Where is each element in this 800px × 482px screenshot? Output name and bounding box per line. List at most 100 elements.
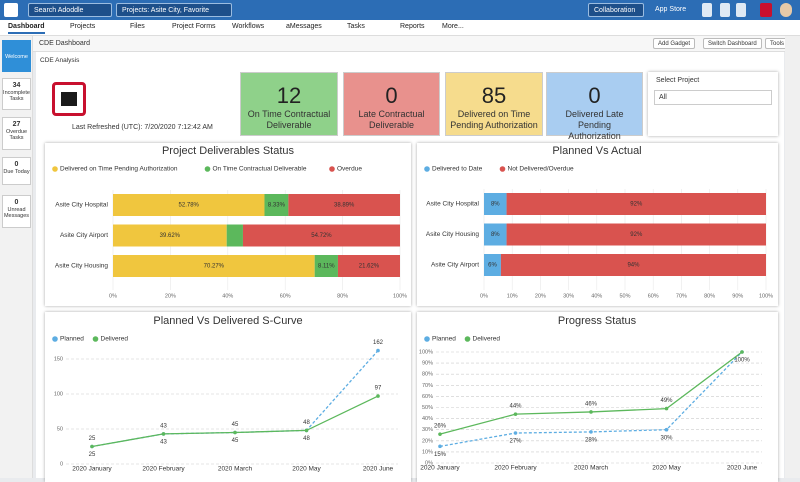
y-tick-label: 40% xyxy=(422,416,433,422)
bar-segment xyxy=(113,194,265,216)
data-label: 100% xyxy=(734,358,750,364)
nav-bar: Dashboard Projects Files Project Forms Workf… xyxy=(0,20,800,36)
y-tick-label: 30% xyxy=(422,427,433,433)
legend-label: On Time Contractual Deliverable xyxy=(213,166,307,173)
bar-segment xyxy=(484,223,507,246)
legend-label: Delivered xyxy=(101,336,129,343)
sidebar-count: 27 xyxy=(12,121,21,128)
data-label: 38.89% xyxy=(334,203,355,209)
data-label: 25 xyxy=(89,452,96,458)
kpi-card: 0 Late Contractual Deliverable xyxy=(343,72,440,136)
x-tick-label: 50% xyxy=(619,293,630,299)
icon[interactable] xyxy=(702,3,712,17)
icon[interactable] xyxy=(720,3,730,17)
data-label: 92% xyxy=(630,202,643,208)
bar-segment xyxy=(264,194,289,216)
y-tick-label: 150 xyxy=(54,356,63,362)
bar-segment xyxy=(506,223,766,246)
legend-swatch xyxy=(424,166,430,172)
nav-tab[interactable]: Workflows xyxy=(232,23,265,30)
y-tick-label: 70% xyxy=(422,383,433,389)
sidebar-item[interactable]: Welcome xyxy=(2,40,31,72)
bar-segment xyxy=(337,255,400,277)
data-label: 45 xyxy=(232,438,239,444)
data-label: 25 xyxy=(89,436,96,442)
point xyxy=(513,431,518,435)
legend-label: Planned xyxy=(60,336,84,343)
nav-tab[interactable]: Projects xyxy=(70,23,96,30)
app-store[interactable]: App Store xyxy=(655,6,687,13)
y-tick-label: 100% xyxy=(419,349,433,355)
select-label: Select Project xyxy=(656,77,700,84)
nav-tab[interactable]: Files xyxy=(130,23,145,30)
kpi-label: On Time Contractual Deliverable xyxy=(247,109,331,130)
button[interactable]: Add Gadget xyxy=(653,38,696,49)
y-tick-label: 10% xyxy=(422,449,433,455)
icon[interactable] xyxy=(736,3,746,17)
point xyxy=(376,394,380,398)
x-tick-label: 2020 March xyxy=(574,465,609,472)
x-tick-label: 2020 February xyxy=(494,465,537,472)
legend-swatch xyxy=(52,166,58,172)
y-tick-label: 60% xyxy=(422,394,433,400)
collaboration-menu[interactable]: Collaboration xyxy=(588,3,644,17)
nav-tab[interactable]: More... xyxy=(442,23,464,30)
nav-tab[interactable]: Dashboard xyxy=(8,23,45,34)
point xyxy=(664,427,669,432)
select-dropdown[interactable]: All xyxy=(654,90,772,105)
logo[interactable] xyxy=(4,3,18,17)
bar-segment xyxy=(113,255,315,277)
sidebar-item[interactable]: 0 Unread Messages xyxy=(2,195,31,228)
sidebar-item[interactable]: 27 Overdue Tasks xyxy=(2,117,31,150)
chart-panel xyxy=(45,312,411,482)
series-line xyxy=(91,350,379,448)
button[interactable]: Switch Dashboard xyxy=(703,38,762,49)
sidebar-label: Welcome xyxy=(5,54,28,60)
x-tick-label: 2020 March xyxy=(218,466,253,473)
category-label: Asite City Hospital xyxy=(426,201,479,208)
nav-tab[interactable]: aMessages xyxy=(286,23,322,30)
kpi-card: 0 Delivered Late Pending Authorization xyxy=(546,72,643,141)
data-label: 27% xyxy=(509,439,522,445)
data-label: 162 xyxy=(373,340,384,346)
data-label: 52.78% xyxy=(179,203,200,209)
data-label: 45 xyxy=(232,422,239,428)
bar-segment xyxy=(506,193,766,215)
bar-segment xyxy=(113,224,227,247)
point xyxy=(161,432,166,436)
bar-segment xyxy=(484,193,507,215)
data-label: 70.27% xyxy=(204,264,225,270)
sidebar-label: Overdue Tasks xyxy=(5,129,28,141)
x-tick-label: 30% xyxy=(563,293,574,299)
point xyxy=(513,412,518,416)
bar-segment xyxy=(242,224,400,247)
dashboard-title: CDE Dashboard xyxy=(39,40,90,47)
legend-swatch xyxy=(424,336,430,342)
kpi-card: 12 On Time Contractual Deliverable xyxy=(240,72,338,136)
point xyxy=(589,410,593,414)
x-tick-label: 40% xyxy=(591,293,602,299)
kpi-label: Delivered Late Pending Authorization xyxy=(565,109,624,141)
search-box[interactable]: Search Adoddle xyxy=(28,3,112,17)
x-tick-label: 20% xyxy=(535,293,546,299)
sidebar-item[interactable]: 34 Incomplete Tasks xyxy=(2,78,31,110)
nav-tab[interactable]: Project Forms xyxy=(172,23,216,30)
nav-tab[interactable]: Tasks xyxy=(347,23,365,30)
chart-title: Planned Vs Delivered S-Curve xyxy=(153,315,302,327)
language-flag[interactable] xyxy=(760,3,772,17)
x-tick-label: 80% xyxy=(337,293,348,299)
sidebar-item[interactable]: 0 Due Today xyxy=(2,157,31,185)
x-tick-label: 40% xyxy=(222,293,233,299)
data-label: 8.33% xyxy=(268,203,286,209)
scrollbar[interactable] xyxy=(785,36,800,478)
nav-tab[interactable]: Reports xyxy=(400,23,425,30)
avatar[interactable] xyxy=(780,3,792,17)
sidebar-label: Incomplete Tasks xyxy=(3,90,30,102)
x-tick-label: 2020 June xyxy=(363,466,394,473)
x-tick-label: 70% xyxy=(676,293,687,299)
bar-segment xyxy=(484,254,501,276)
kpi-value: 85 xyxy=(481,83,507,108)
data-label: 28% xyxy=(585,437,598,443)
kpi-value: 12 xyxy=(276,83,302,108)
